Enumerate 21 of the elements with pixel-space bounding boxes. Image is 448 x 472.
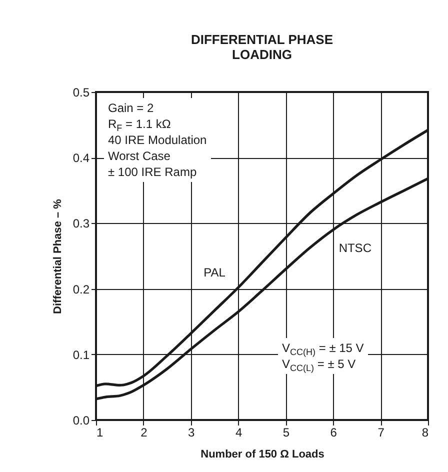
y-axis-title: Differential Phase – % — [52, 198, 64, 314]
x-tick-label: 3 — [188, 426, 196, 440]
series-label: PAL — [204, 265, 226, 280]
x-tick-label: 5 — [282, 426, 290, 440]
y-tick-label: 0.2 — [72, 282, 90, 296]
series-label: NTSC — [338, 240, 372, 255]
x-tick-label: 8 — [422, 426, 429, 440]
x-tick-label: 1 — [96, 426, 104, 440]
y-tick-label: 0.4 — [72, 151, 90, 166]
chart-title: DIFFERENTIAL PHASE LOADING — [190, 32, 334, 62]
y-tick-label: 0.5 — [72, 86, 90, 100]
x-tick-label: 6 — [330, 426, 338, 440]
x-tick-label: 4 — [235, 426, 242, 440]
x-axis-title: Number of 150 Ω Loads — [200, 448, 324, 460]
y-tick-label: 0.1 — [72, 348, 90, 362]
x-tick-label: 7 — [378, 426, 385, 440]
x-tick-label: 2 — [140, 426, 148, 440]
y-tick-label: 0.3 — [72, 216, 90, 231]
y-tick-label: 0.0 — [72, 414, 90, 428]
text: V$_{CC(H)}$ = ± 15 V V$_{CC(L)}$ = ± 5 V — [282, 341, 364, 373]
annotation: Gain = 2 R$_{F}$ = 1.1 kΩ 40 IRE Modulation Worst Case ± 100 IRE Ramp — [104, 98, 211, 182]
